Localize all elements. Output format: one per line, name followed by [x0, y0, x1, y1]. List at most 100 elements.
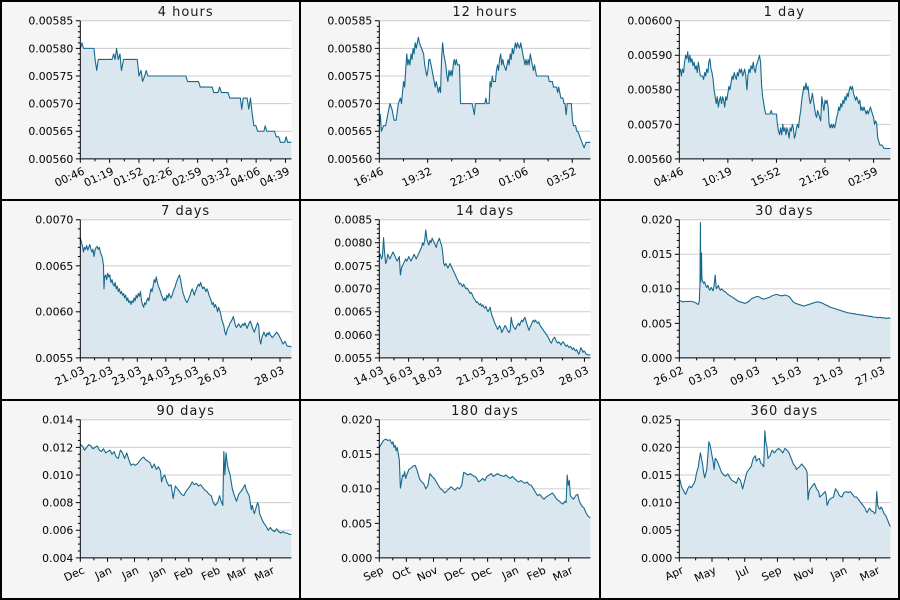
svg-text:0.005: 0.005 [641, 318, 672, 331]
svg-text:Dec: Dec [443, 563, 468, 584]
svg-text:0.00570: 0.00570 [28, 98, 73, 111]
svg-text:0.010: 0.010 [641, 496, 672, 509]
svg-text:Jan: Jan [119, 563, 141, 582]
area-chart-7-days: 0.00550.00600.00650.007021.0322.0323.032… [35, 214, 292, 389]
svg-text:0.00560: 0.00560 [627, 153, 672, 166]
chart-title: 7 days [161, 204, 211, 220]
svg-text:02:59: 02:59 [846, 165, 880, 190]
svg-text:Jul: Jul [732, 563, 750, 581]
svg-text:15.03: 15.03 [769, 364, 803, 389]
area-chart-1-day: 0.00560 0.00570 0.00580 0.00590 0.00600 04:46… [627, 15, 891, 190]
svg-text:0.0075: 0.0075 [335, 260, 373, 273]
area-chart-4-hours: 0.00560 0.00565 0.00570 0.00575 0.00580 0.005… [28, 15, 292, 190]
svg-text:0.00560: 0.00560 [28, 153, 73, 166]
svg-text:0.020: 0.020 [641, 441, 672, 454]
svg-text:Feb: Feb [172, 563, 195, 583]
chart-panel-7-days: 7 days 0.0055 0.0060 0.0065 0.0070 21.03 22.0… [2, 201, 300, 399]
svg-text:0.00580: 0.00580 [28, 42, 73, 55]
chart-panel-360-days: 360 days 0.000 0.005 0.010 0.015 0.020 0.025 A… [600, 400, 898, 598]
svg-text:0.00560: 0.00560 [328, 153, 373, 166]
svg-text:Sep: Sep [362, 563, 386, 583]
svg-text:Nov: Nov [415, 563, 440, 584]
svg-text:0.005: 0.005 [342, 517, 373, 530]
svg-text:21:26: 21:26 [797, 165, 831, 190]
svg-text:0.0055: 0.0055 [335, 352, 373, 365]
svg-text:0.00580: 0.00580 [328, 42, 373, 55]
svg-text:26.02: 26.02 [651, 364, 685, 389]
svg-text:09.03: 09.03 [728, 364, 762, 389]
svg-text:Mar: Mar [252, 563, 277, 584]
svg-text:Nov: Nov [791, 563, 816, 584]
svg-text:15:52: 15:52 [748, 165, 782, 190]
svg-text:28.03: 28.03 [557, 364, 591, 389]
svg-text:03.03: 03.03 [686, 364, 720, 389]
area-chart-360-days: 0.000 0.005 0.010 0.015 0.020 0.025 Apr May Jul S… [641, 413, 891, 585]
chart-title: 360 days [750, 403, 819, 419]
svg-text:26.03: 26.03 [195, 364, 229, 389]
chart-panel-30-days: 30 days 0.000 0.005 0.010 0.015 0.020 26.02 03… [600, 201, 898, 399]
chart-title: 14 days [455, 204, 515, 220]
svg-text:0.020: 0.020 [641, 214, 672, 227]
svg-text:0.0080: 0.0080 [335, 237, 373, 250]
svg-text:0.025: 0.025 [641, 413, 672, 426]
svg-text:0.0065: 0.0065 [335, 306, 373, 319]
svg-text:0.015: 0.015 [342, 448, 373, 461]
svg-text:0.00570: 0.00570 [627, 118, 672, 131]
svg-text:0.00570: 0.00570 [328, 98, 373, 111]
svg-text:01:06: 01:06 [497, 165, 531, 190]
svg-text:0.0060: 0.0060 [335, 329, 373, 342]
chart-panel-4-hours: 4 hours 0.00560 0.00565 0.00570 0.00575 0.00… [2, 2, 300, 200]
chart-title: 12 hours [452, 5, 518, 20]
svg-text:0.00575: 0.00575 [28, 70, 73, 83]
chart-title: 1 day [763, 5, 805, 20]
chart-panel-180-days: 180 days 0.000 0.005 0.010 0.015 0.020 Sep Oct… [301, 400, 599, 598]
area-chart-30-days: 0.000 0.005 0.010 0.015 0.020 26.02 03.03 09.03… [641, 214, 891, 389]
svg-text:0.005: 0.005 [641, 524, 672, 537]
chart-panel-1-day: 1 day 0.00560 0.00570 0.00580 0.00590 0.0060… [600, 2, 898, 200]
svg-text:04:39: 04:39 [258, 165, 292, 190]
svg-text:0.00565: 0.00565 [328, 125, 373, 138]
svg-text:0.0065: 0.0065 [35, 260, 73, 273]
svg-text:0.00600: 0.00600 [627, 15, 672, 28]
svg-text:0.000: 0.000 [641, 552, 672, 565]
svg-text:0.006: 0.006 [42, 524, 73, 537]
svg-text:Dec: Dec [62, 563, 87, 584]
svg-text:21.03: 21.03 [811, 364, 845, 389]
svg-text:28.03: 28.03 [252, 364, 286, 389]
chart-panel-12-hours: 12 hours 0.00560 0.00565 0.00570 0.00575 0.0… [301, 2, 599, 200]
svg-text:0.00580: 0.00580 [627, 84, 672, 97]
svg-text:22:19: 22:19 [448, 165, 482, 190]
svg-text:0.0060: 0.0060 [35, 306, 73, 319]
svg-text:Jan: Jan [92, 563, 114, 582]
svg-text:Oct: Oct [390, 563, 413, 583]
svg-text:0.004: 0.004 [42, 552, 73, 565]
area-chart-12-hours: 0.00560 0.00565 0.00570 0.00575 0.00580 0.005… [328, 15, 591, 190]
svg-text:0.00575: 0.00575 [328, 70, 373, 83]
svg-text:0.00585: 0.00585 [328, 15, 373, 28]
svg-text:Feb: Feb [525, 563, 548, 583]
chart-title: 90 days [156, 403, 215, 419]
svg-text:Jan: Jan [827, 563, 849, 582]
svg-text:0.010: 0.010 [641, 283, 672, 296]
svg-text:16:46: 16:46 [352, 165, 386, 190]
area-chart-14-days: 0.0055 0.0060 0.0065 0.0070 0.0075 0.0080 0.00… [335, 214, 591, 389]
svg-text:0.015: 0.015 [641, 469, 672, 482]
svg-text:Jan: Jan [500, 563, 522, 582]
svg-text:25.03: 25.03 [513, 364, 547, 389]
svg-text:19:32: 19:32 [400, 165, 434, 190]
svg-text:27.03: 27.03 [853, 364, 887, 389]
svg-text:Mar: Mar [551, 563, 576, 584]
svg-text:Feb: Feb [199, 563, 222, 583]
svg-text:Mar: Mar [857, 563, 882, 584]
svg-text:0.015: 0.015 [641, 249, 672, 262]
chart-panel-14-days: 14 days 0.0055 0.0060 0.0065 0.0070 0.0075 0.… [301, 201, 599, 399]
svg-text:18.03: 18.03 [411, 364, 445, 389]
svg-text:0.0085: 0.0085 [335, 214, 373, 227]
svg-text:04:46: 04:46 [651, 165, 685, 190]
svg-text:0.014: 0.014 [42, 413, 73, 426]
svg-text:0.010: 0.010 [42, 469, 73, 482]
svg-text:0.00590: 0.00590 [627, 49, 672, 62]
svg-text:0.0070: 0.0070 [335, 283, 373, 296]
